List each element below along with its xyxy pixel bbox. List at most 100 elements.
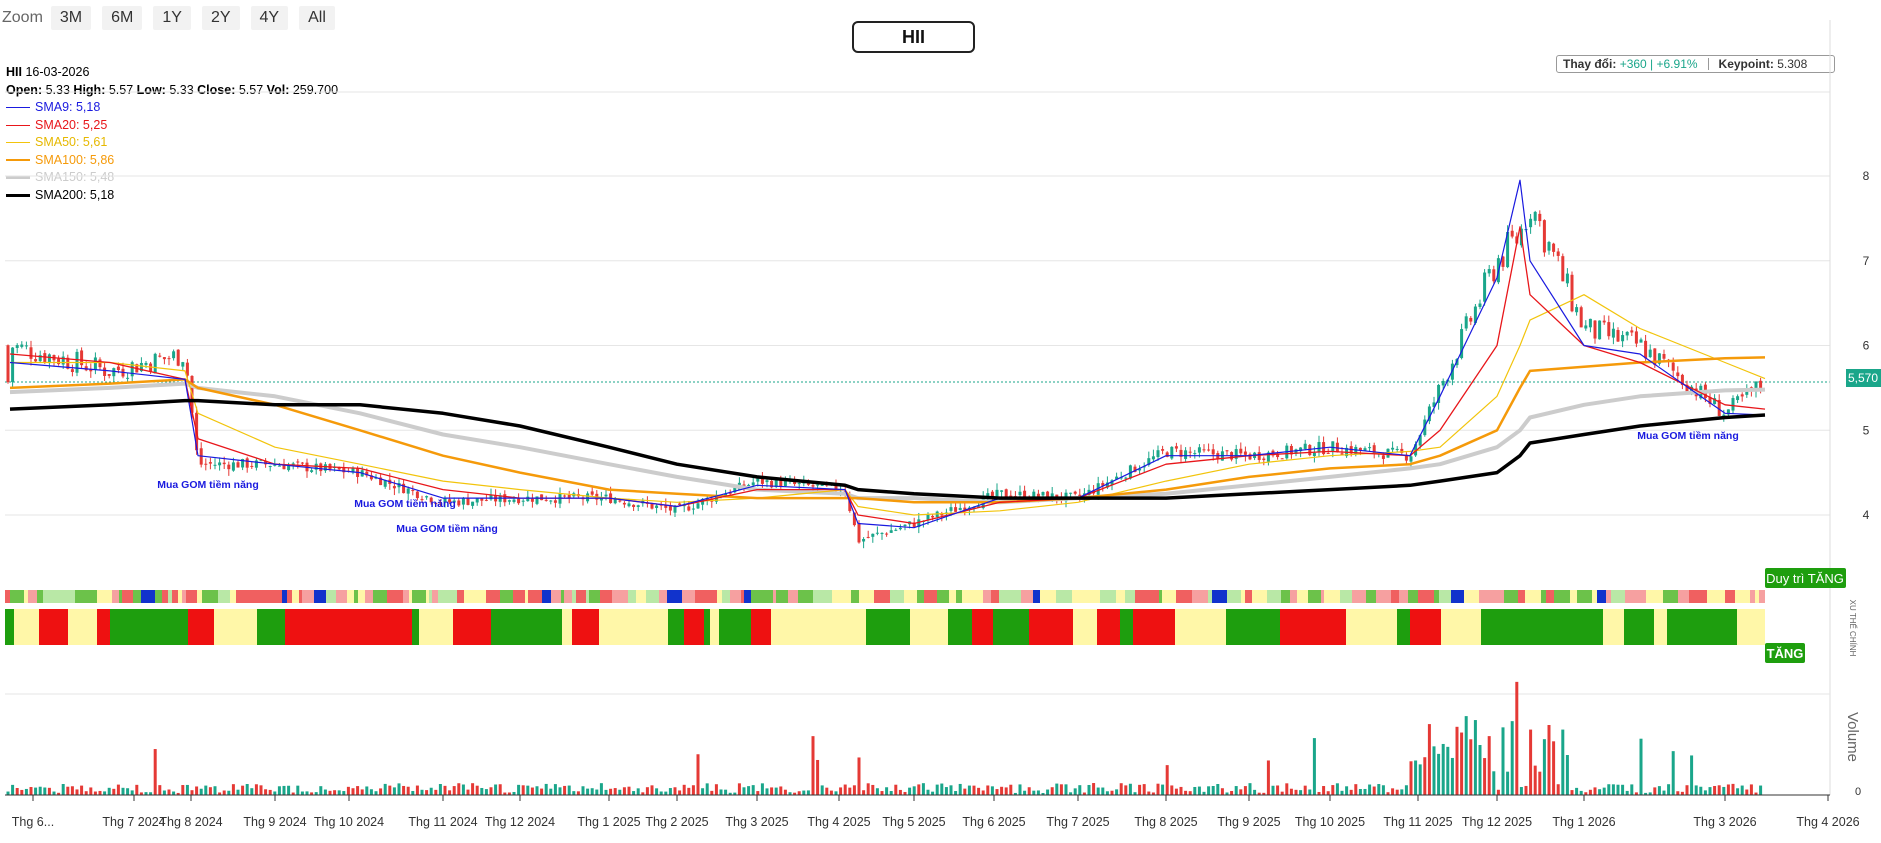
volume-bar: [894, 784, 898, 795]
volume-bar: [176, 792, 180, 795]
signal-band-cell: [326, 590, 336, 603]
volume-bar: [540, 788, 544, 795]
volume-bar: [1363, 788, 1367, 795]
signal-band-cell: [513, 590, 525, 603]
volume-bar: [121, 787, 125, 795]
candle-body: [1483, 272, 1487, 302]
candle-body: [172, 351, 176, 359]
zoom-6m-button[interactable]: 6M: [102, 6, 143, 30]
signal-band-cell: [1592, 590, 1597, 603]
signal-band-cell: [1125, 590, 1135, 603]
signal-band-cell: [1646, 590, 1652, 603]
y-tick-label: 6: [1863, 339, 1870, 353]
candle-body: [1441, 380, 1445, 386]
volume-bar: [553, 784, 557, 795]
volume-bar: [1588, 789, 1592, 795]
trend-band-cell: [1097, 609, 1120, 645]
signal-band-cell: [924, 590, 937, 603]
zoom-2y-button[interactable]: 2Y: [201, 6, 240, 30]
signal-band-cell: [37, 590, 43, 603]
volume-bar: [1230, 790, 1234, 795]
volume-bar: [793, 792, 797, 795]
signal-band-cell: [75, 590, 87, 603]
volume-bar: [52, 791, 56, 795]
signal-band-cell: [770, 590, 773, 603]
trend-band-cell: [1708, 609, 1737, 645]
volume-bar: [1561, 729, 1565, 795]
volume-bar: [1427, 724, 1431, 795]
volume-bar: [576, 791, 580, 795]
candle-body: [448, 499, 452, 503]
volume-bar: [990, 786, 994, 795]
candle-body: [1653, 348, 1657, 365]
candle-body: [1239, 448, 1243, 454]
volume-bar: [356, 786, 360, 795]
zoom-1y-button[interactable]: 1Y: [153, 6, 191, 30]
close-label: Close:: [197, 82, 236, 97]
volume-bar: [756, 791, 760, 795]
candle-body: [1662, 354, 1666, 359]
signal-band-cell: [314, 590, 326, 603]
legend-sma20[interactable]: SMA20: 5,25: [6, 117, 338, 135]
signal-band-cell: [594, 590, 600, 603]
volume-bar: [448, 790, 452, 795]
candle-body: [351, 467, 355, 473]
volume-bar: [1368, 784, 1372, 795]
volume-bar: [66, 786, 70, 795]
zoom-4y-button[interactable]: 4Y: [250, 6, 289, 30]
legend-sma100[interactable]: SMA100: 5,86: [6, 152, 338, 170]
signal-band-cell: [10, 590, 24, 603]
candle-body: [1478, 303, 1482, 307]
legend-sma150[interactable]: SMA150: 5,48: [6, 169, 338, 187]
signal-band-cell: [43, 590, 59, 603]
volume-bar: [503, 792, 507, 795]
candle-body: [227, 464, 231, 470]
volume-bar: [737, 783, 741, 795]
symbol-title[interactable]: HII: [852, 21, 975, 53]
candle-body: [443, 498, 447, 503]
candle-body: [1754, 381, 1758, 392]
zoom-3m-button[interactable]: 3M: [50, 6, 92, 30]
signal-band-cell: [1252, 590, 1267, 603]
y-tick-label: 7: [1863, 254, 1870, 268]
volume-bar: [857, 757, 861, 795]
candle-body: [208, 462, 212, 464]
signal-band-cell: [798, 590, 813, 603]
volume-bar: [586, 788, 590, 795]
volume-bar: [1317, 791, 1321, 795]
x-tick-label: Thg 9 2025: [1217, 815, 1280, 829]
candle-body: [540, 494, 544, 501]
legend-sma200[interactable]: SMA200: 5,18: [6, 187, 338, 205]
volume-bar: [1423, 757, 1427, 795]
candle-body: [342, 467, 346, 473]
keypoint-label: Keypoint:: [1718, 57, 1774, 71]
legend-sma50[interactable]: SMA50: 5,61: [6, 134, 338, 152]
candle-body: [995, 489, 999, 497]
signal-band-cell: [464, 590, 474, 603]
volume-bar: [696, 754, 700, 795]
candle-body: [779, 480, 783, 488]
volume-bar: [1542, 739, 1546, 795]
volume-bar: [1115, 789, 1119, 795]
signal-band-cell: [819, 590, 822, 603]
zoom-all-button[interactable]: All: [299, 6, 335, 30]
volume-bar: [1358, 789, 1362, 795]
volume-bar: [1667, 784, 1671, 795]
trend-band-cell: [719, 609, 734, 645]
signal-band-cell: [1439, 590, 1451, 603]
candle-body: [1225, 450, 1229, 452]
volume-bar: [149, 792, 153, 795]
signal-band-cell: [1340, 590, 1343, 603]
signal-band-cell: [1451, 590, 1464, 603]
sma150-line: [9, 381, 1766, 505]
candle-body: [1552, 243, 1556, 252]
legend-sma9[interactable]: SMA9: 5,18: [6, 99, 338, 117]
signal-band-cell: [197, 590, 202, 603]
signal-band-cell: [186, 590, 197, 603]
candle-body: [116, 366, 120, 371]
signal-band-cell: [1159, 590, 1162, 603]
volume-bar: [866, 783, 870, 795]
volume-bar: [24, 788, 28, 795]
volume-bar: [802, 790, 806, 795]
